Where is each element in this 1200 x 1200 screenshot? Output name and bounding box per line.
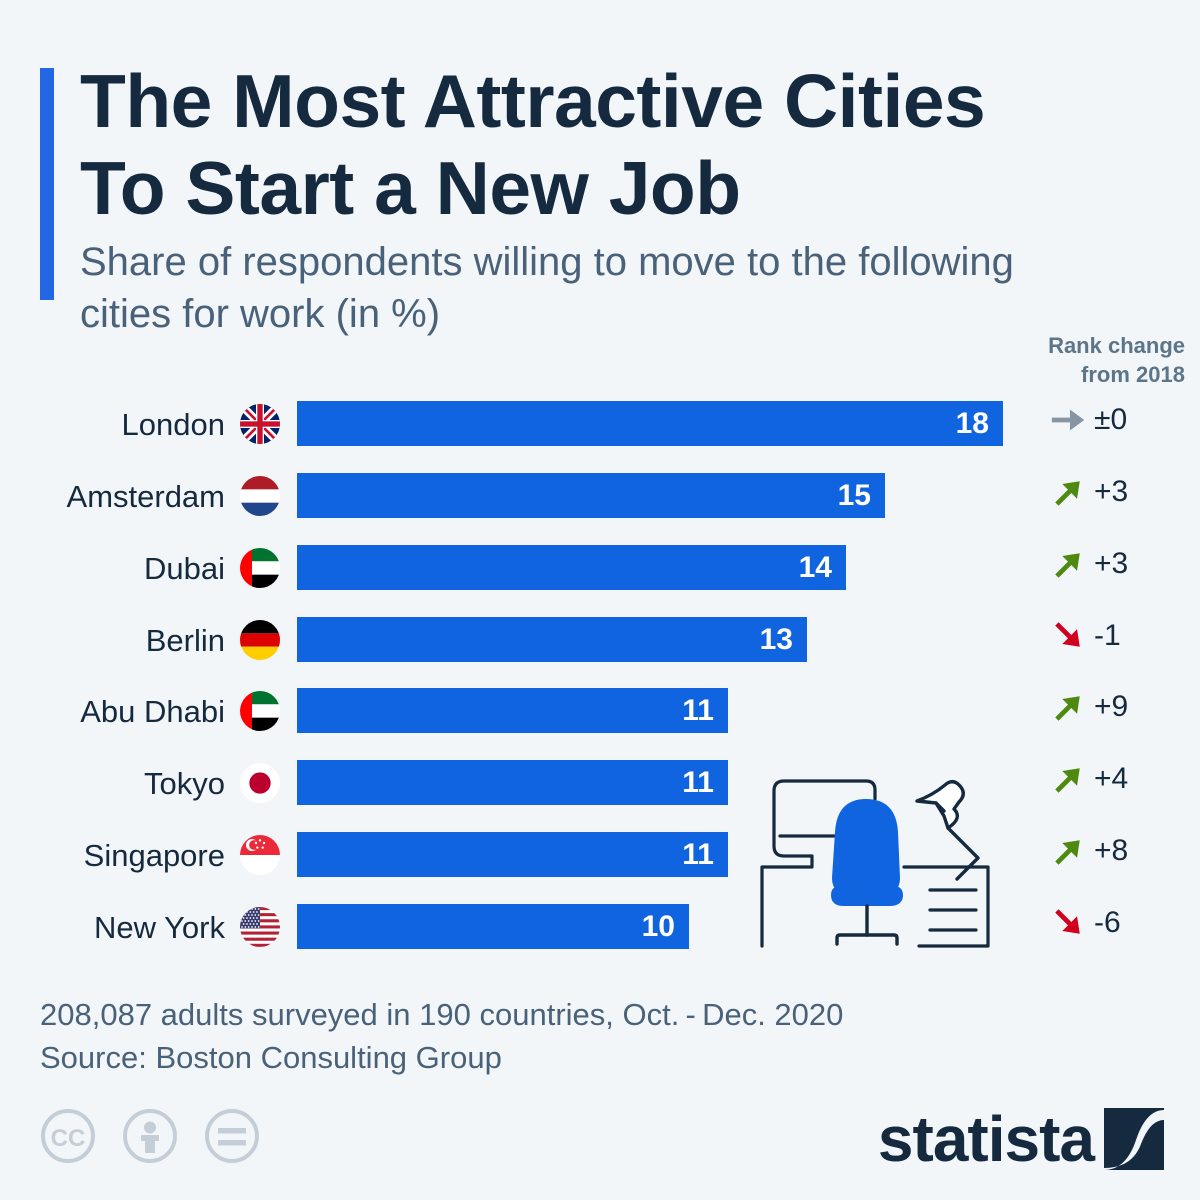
svg-text:CC: CC [51, 1125, 86, 1152]
